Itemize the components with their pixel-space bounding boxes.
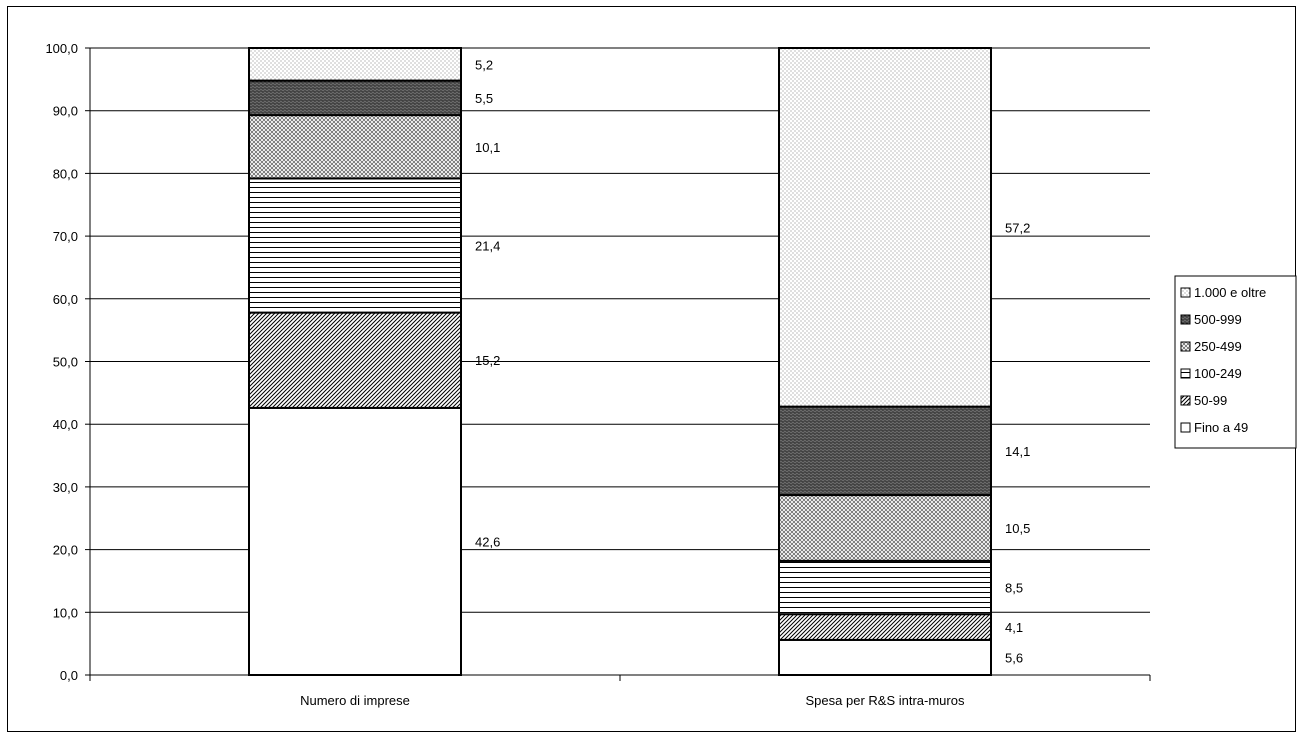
bar-segment-50-99 — [248, 311, 462, 409]
y-tick-label: 30,0 — [53, 480, 78, 495]
bar-segment-100-249 — [248, 177, 462, 314]
data-label: 10,1 — [475, 140, 500, 155]
y-tick-label: 50,0 — [53, 355, 78, 370]
legend-label: 100-249 — [1194, 366, 1242, 381]
legend-swatch — [1180, 422, 1191, 433]
bar-segment-250-499 — [248, 114, 462, 180]
y-tick-label: 80,0 — [53, 166, 78, 181]
y-tick-label: 70,0 — [53, 229, 78, 244]
legend-swatch — [1180, 368, 1191, 379]
data-label: 42,6 — [475, 534, 500, 549]
y-tick-label: 60,0 — [53, 292, 78, 307]
bar-segment-fino-a-49 — [778, 638, 992, 676]
category-labels: Numero di imprese Spesa per R&S intra-mur… — [300, 693, 965, 708]
legend-swatch — [1180, 287, 1191, 298]
axes: 0,0 10,0 20,0 30,0 40,0 50,0 60,0 70,0 80,0 90,0 1… — [45, 41, 1151, 683]
legend-swatch — [1180, 341, 1191, 352]
category-label: Spesa per R&S intra-muros — [806, 693, 965, 708]
legend-swatch — [1180, 395, 1191, 406]
y-tick-label: 100,0 — [45, 41, 78, 56]
data-label: 4,1 — [1005, 620, 1023, 635]
y-tick-label: 90,0 — [53, 104, 78, 119]
data-label: 5,2 — [475, 57, 493, 72]
data-label: 10,5 — [1005, 521, 1030, 536]
legend-swatch — [1180, 314, 1191, 325]
bar-segment-500-999 — [778, 405, 992, 497]
data-labels: 42,6 15,2 21,4 10,1 5,5 5,2 5,6 4,1 8,5 10,5 14,1 5… — [475, 57, 1030, 665]
y-tick-label: 10,0 — [53, 605, 78, 620]
legend-label: 50-99 — [1194, 393, 1227, 408]
legend-label: 1.000 e oltre — [1194, 285, 1266, 300]
bar-segment-500-999 — [248, 79, 462, 117]
data-label: 8,5 — [1005, 581, 1023, 596]
data-label: 21,4 — [475, 239, 500, 254]
bar-segment-250-499 — [778, 494, 992, 562]
bar-segment-100-249 — [778, 559, 992, 616]
legend-box — [1174, 275, 1297, 449]
bar-segment-fino-a-49 — [248, 406, 462, 676]
category-label: Numero di imprese — [300, 693, 410, 708]
bars — [248, 47, 992, 676]
legend-label: Fino a 49 — [1194, 420, 1248, 435]
legend-label: 250-499 — [1194, 339, 1242, 354]
data-label: 14,1 — [1005, 444, 1030, 459]
legend: 1.000 e oltre 500-999 250-499 100-249 50-99 F… — [1174, 275, 1297, 449]
bar-segment-50-99 — [778, 613, 992, 641]
bar-segment-1-000-e-oltre — [248, 47, 462, 82]
data-label: 57,2 — [1005, 220, 1030, 235]
bar-segment-1-000-e-oltre — [778, 47, 992, 408]
data-label: 5,5 — [475, 91, 493, 106]
y-tick-label: 40,0 — [53, 417, 78, 432]
y-tick-label: 0,0 — [60, 668, 78, 683]
data-label: 15,2 — [475, 353, 500, 368]
y-tick-label: 20,0 — [53, 543, 78, 558]
data-label: 5,6 — [1005, 650, 1023, 665]
legend-label: 500-999 — [1194, 312, 1242, 327]
